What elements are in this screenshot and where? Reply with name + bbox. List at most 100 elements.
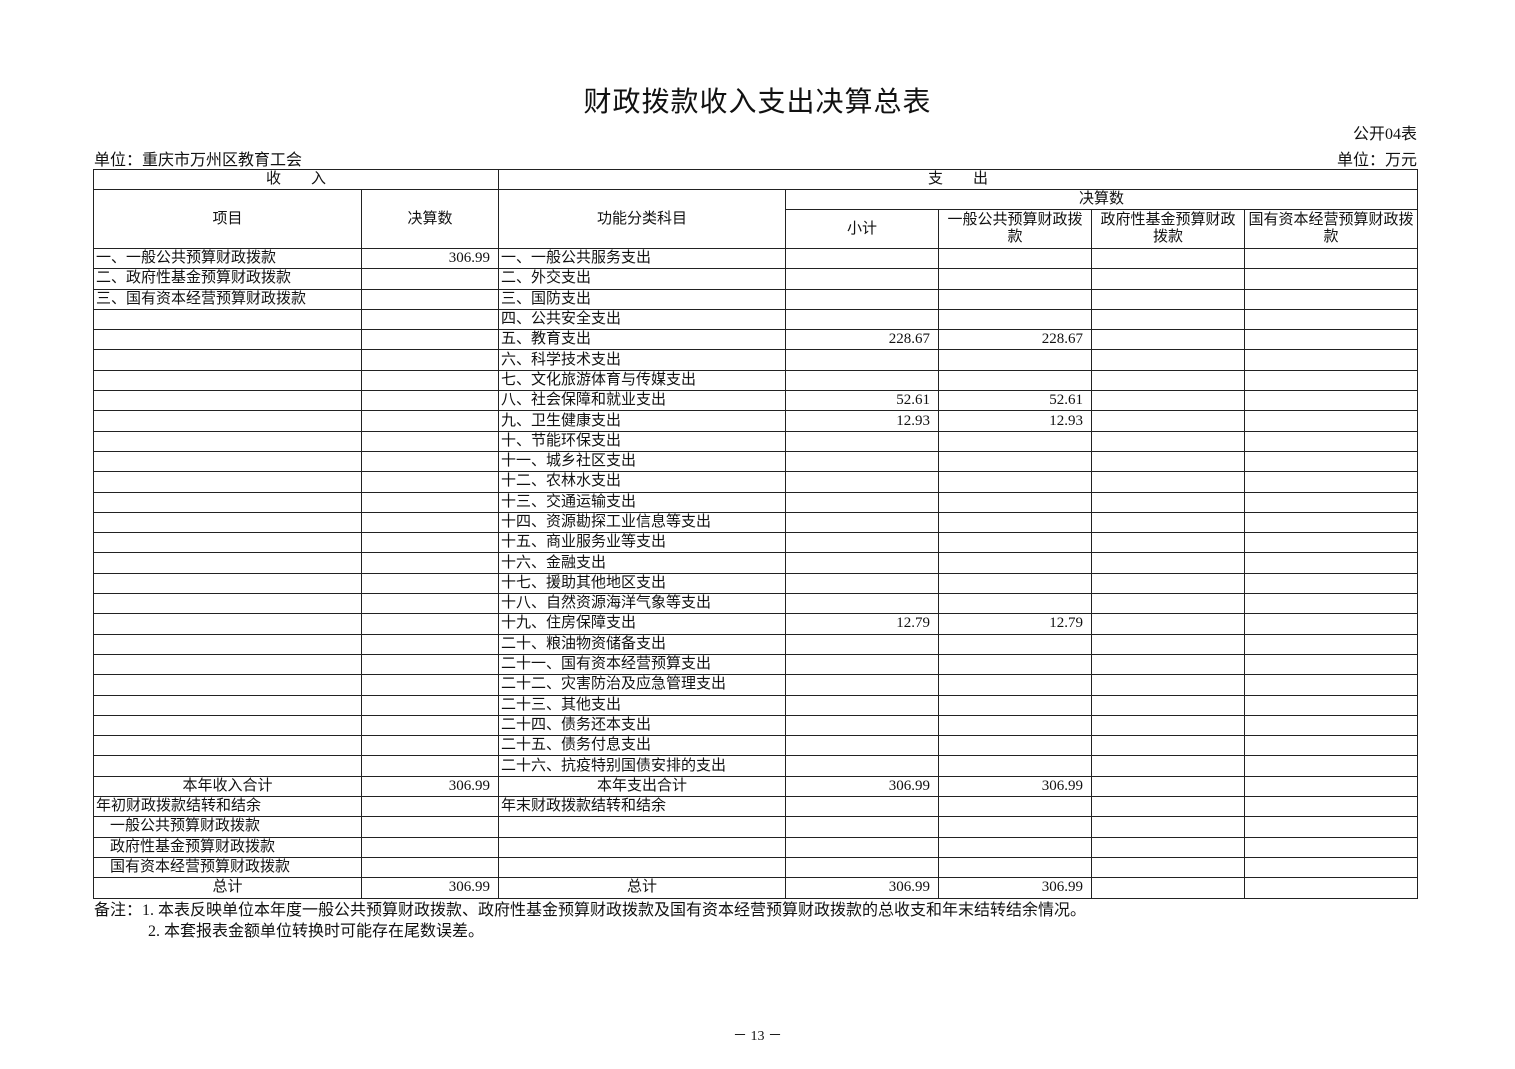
table-row: 二十三、其他支出 (93, 694, 1418, 716)
income-amount-cell (361, 288, 499, 310)
table-row: 总计 306.99 总计 306.99 306.99 (93, 877, 1418, 899)
income-amount-cell (361, 613, 499, 635)
expense-subject-cell: 年末财政拨款结转和结余 (498, 796, 786, 818)
income-amount-cell (361, 369, 499, 392)
income-item-cell: 一、一般公共预算财政拨款 (93, 247, 362, 270)
subtotal-cell (785, 471, 939, 493)
govfund-header: 政府性基金预算财政拨款 (1091, 209, 1245, 249)
notes: 备注：1. 本表反映单位本年度一般公共预算财政拨款、政府性基金预算财政拨款及国有… (94, 900, 1086, 942)
expense-subject-cell: 六、科学技术支出 (498, 349, 786, 371)
income-item-cell: 国有资本经营预算财政拨款 (93, 856, 362, 879)
general-budget-cell (938, 491, 1092, 513)
soe-budget-cell (1244, 471, 1418, 493)
income-item-cell (93, 714, 362, 737)
general-budget-cell (938, 714, 1092, 737)
expense-subject-cell: 八、社会保障和就业支出 (498, 390, 786, 412)
general-budget-cell (938, 450, 1092, 473)
subtotal-cell: 306.99 (785, 775, 939, 798)
soe-budget-cell (1244, 430, 1418, 452)
subtotal-cell: 12.79 (785, 613, 939, 635)
subtotal-cell: 306.99 (785, 877, 939, 899)
general-budget-cell: 228.67 (938, 329, 1092, 351)
general-budget-cell (938, 511, 1092, 534)
expense-subject-cell: 二十三、其他支出 (498, 694, 786, 716)
govfund-budget-cell (1091, 735, 1245, 757)
subtotal-cell (785, 755, 939, 777)
expense-subject-cell: 十八、自然资源海洋气象等支出 (498, 593, 786, 615)
table-row: 八、社会保障和就业支出 52.61 52.61 (93, 390, 1418, 412)
expense-subject-cell: 五、教育支出 (498, 329, 786, 351)
govfund-budget-cell (1091, 308, 1245, 331)
general-budget-cell (938, 532, 1092, 554)
func-subject-header: 功能分类科目 (498, 189, 786, 249)
govfund-budget-cell (1091, 694, 1245, 716)
income-item-cell: 总计 (93, 877, 362, 899)
soe-budget-cell (1244, 369, 1418, 392)
soe-budget-cell (1244, 572, 1418, 595)
income-item-cell (93, 653, 362, 676)
income-item-cell (93, 694, 362, 716)
table-row: 十二、农林水支出 (93, 471, 1418, 493)
general-budget-cell (938, 288, 1092, 310)
subtotal-cell (785, 796, 939, 818)
general-budget-cell: 12.93 (938, 410, 1092, 432)
soe-budget-cell (1244, 816, 1418, 838)
income-amount-cell (361, 329, 499, 351)
income-item-cell (93, 308, 362, 331)
income-amount-cell (361, 410, 499, 432)
income-amount-cell: 306.99 (361, 877, 499, 899)
item-header: 项目 (93, 189, 362, 249)
govfund-budget-cell (1091, 288, 1245, 310)
govfund-budget-cell (1091, 836, 1245, 858)
soe-budget-cell (1244, 714, 1418, 737)
table-row: 政府性基金预算财政拨款 (93, 836, 1418, 858)
general-budget-cell (938, 796, 1092, 818)
soe-budget-cell (1244, 877, 1418, 899)
soe-budget-cell (1244, 308, 1418, 331)
expense-subject-cell: 二十一、国有资本经营预算支出 (498, 653, 786, 676)
table-row: 四、公共安全支出 (93, 308, 1418, 331)
income-amount-cell: 306.99 (361, 775, 499, 798)
income-item-cell (93, 572, 362, 595)
table-row: 二十五、债务付息支出 (93, 735, 1418, 757)
income-item-cell (93, 329, 362, 351)
general-budget-cell (938, 653, 1092, 676)
subtotal-cell (785, 735, 939, 757)
soe-budget-cell (1244, 288, 1418, 310)
income-amount-cell (361, 532, 499, 554)
expense-subject-cell: 二十二、灾害防治及应急管理支出 (498, 674, 786, 696)
table-row: 十八、自然资源海洋气象等支出 (93, 593, 1418, 615)
general-budget-cell (938, 633, 1092, 655)
general-header: 一般公共预算财政拨款 (938, 209, 1092, 249)
income-amount-cell (361, 836, 499, 858)
subtotal-cell: 12.93 (785, 410, 939, 432)
subtotal-cell (785, 653, 939, 676)
income-amount-cell (361, 856, 499, 879)
income-amount-cell (361, 816, 499, 838)
general-budget-cell: 306.99 (938, 775, 1092, 798)
note-1: 备注：1. 本表反映单位本年度一般公共预算财政拨款、政府性基金预算财政拨款及国有… (94, 902, 1087, 919)
income-item-cell (93, 410, 362, 432)
income-amount-cell (361, 430, 499, 452)
soe-budget-cell (1244, 755, 1418, 777)
income-item-cell (93, 593, 362, 615)
general-budget-cell (938, 735, 1092, 757)
govfund-budget-cell (1091, 674, 1245, 696)
govfund-budget-cell (1091, 450, 1245, 473)
income-amount-cell (361, 308, 499, 331)
expense-subject-cell: 十七、援助其他地区支出 (498, 572, 786, 595)
table-row: 十四、资源勘探工业信息等支出 (93, 511, 1418, 534)
income-item-cell (93, 613, 362, 635)
table-row: 二十二、灾害防治及应急管理支出 (93, 674, 1418, 696)
expense-subject-cell: 十九、住房保障支出 (498, 613, 786, 635)
soe-budget-cell (1244, 653, 1418, 676)
subtotal-cell (785, 532, 939, 554)
income-item-cell: 二、政府性基金预算财政拨款 (93, 268, 362, 290)
expense-subject-cell: 二十四、债务还本支出 (498, 714, 786, 737)
general-budget-cell (938, 268, 1092, 290)
general-budget-cell (938, 694, 1092, 716)
expense-subject-cell: 十三、交通运输支出 (498, 491, 786, 513)
general-budget-cell (938, 593, 1092, 615)
table-row: 二十、粮油物资储备支出 (93, 633, 1418, 655)
subtotal-cell (785, 349, 939, 371)
